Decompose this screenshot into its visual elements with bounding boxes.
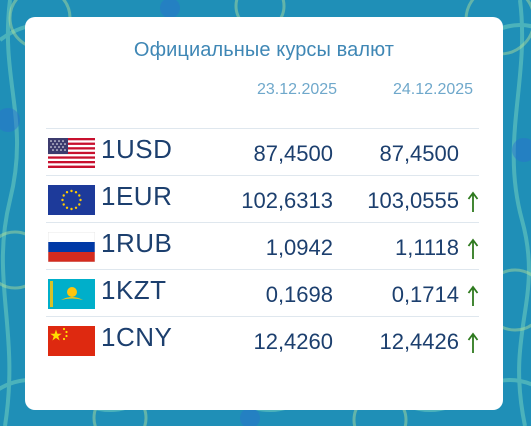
- rate-previous: 102,6313: [241, 188, 333, 213]
- date-previous: 23.12.2025: [257, 81, 338, 98]
- rate-previous: 12,4260: [253, 329, 333, 354]
- kazakhstan-flag-icon: [48, 279, 95, 309]
- arrow-up-icon: [467, 332, 479, 353]
- rate-current: 103,0555: [367, 188, 459, 213]
- russia-flag-icon: [48, 232, 95, 262]
- rate-current: 12,4426: [379, 329, 459, 354]
- usa-flag-icon: [48, 138, 95, 168]
- currency-code: 1KZT: [101, 275, 167, 305]
- rate-row-rub: 1RUB 1,0942 1,1118: [46, 222, 479, 269]
- arrow-up-icon: [467, 191, 479, 212]
- arrow-up-icon: [467, 238, 479, 259]
- currency-code: 1RUB: [101, 228, 173, 258]
- rate-row-cny: 1CNY 12,4260 12,4426: [46, 316, 479, 363]
- currency-code: 1CNY: [101, 322, 173, 352]
- china-flag-icon: [48, 326, 95, 356]
- rate-row-usd: 1USD 87,4500 87,4500: [46, 128, 479, 175]
- card-title: Официальные курсы валют: [133, 39, 395, 61]
- rate-previous: 1,0942: [265, 235, 333, 260]
- rate-current: 87,4500: [379, 141, 459, 166]
- date-current: 24.12.2025: [393, 81, 474, 98]
- rates-table: 1USD 87,4500 87,4500 1EUR 102,6313 103,0…: [46, 128, 479, 363]
- arrow-up-icon: [467, 285, 479, 306]
- rate-row-eur: 1EUR 102,6313 103,0555: [46, 175, 479, 222]
- rate-current: 1,1118: [394, 235, 459, 260]
- rate-current: 0,1714: [391, 282, 459, 307]
- currency-code: 1USD: [101, 134, 173, 164]
- rate-previous: 0,1698: [265, 282, 333, 307]
- rate-row-kzt: 1KZT 0,1698 0,1714: [46, 269, 479, 316]
- currency-code: 1EUR: [101, 181, 173, 211]
- rate-previous: 87,4500: [253, 141, 333, 166]
- eu-flag-icon: [48, 185, 95, 215]
- exchange-rates-card: Официальные курсы валют 23.12.2025 24.12…: [25, 17, 503, 410]
